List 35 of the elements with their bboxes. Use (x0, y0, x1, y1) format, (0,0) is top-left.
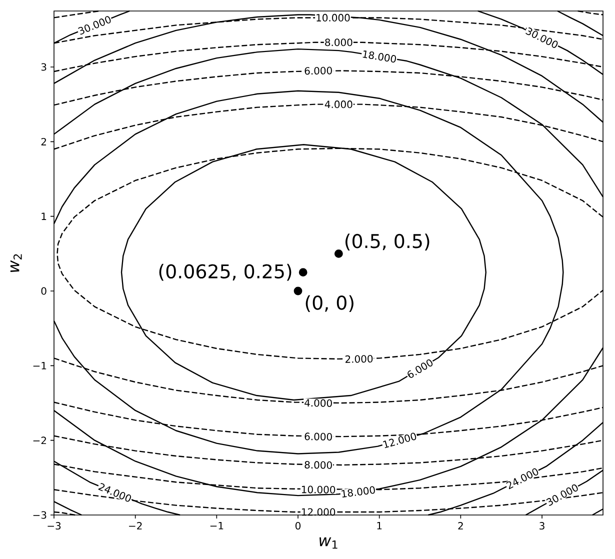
annotation: 4.000 (324, 100, 352, 108)
point (334, 249, 343, 258)
y-tick-label: 2 (41, 138, 46, 146)
annotation: 18.000 (362, 50, 396, 63)
y-tick-label: −2 (33, 436, 46, 444)
annotation: 18.000 (342, 486, 375, 498)
x-tick-label: 1 (377, 522, 382, 530)
y-tick-label: 3 (41, 63, 46, 71)
x-tick-label: 2 (458, 522, 463, 530)
annotation: 6.000 (304, 66, 332, 75)
point (294, 286, 302, 296)
y-tick-label: 1 (42, 212, 46, 220)
annotation: 12.000 (383, 432, 416, 448)
x-tick-label: −2 (129, 522, 142, 530)
y-axis-title: w$_{2}$ (10, 254, 22, 272)
x-tick-label: 3 (540, 522, 544, 530)
annotation: (0.5, 0.5) (345, 234, 430, 250)
x-tick-label: 0 (295, 522, 301, 530)
y-tick-label: 0 (41, 287, 46, 295)
annotation: 10.000 (316, 14, 350, 22)
x-tick-label: −1 (210, 522, 224, 530)
annotation: 2.000 (345, 354, 373, 363)
annotation: 4.000 (304, 399, 332, 407)
annotation: 10.000 (302, 486, 336, 494)
x-axis-title: w$_{1}$ (320, 537, 338, 549)
annotation: 8.000 (304, 461, 332, 469)
x-tick-label: −3 (48, 522, 61, 530)
annotation: (0.0625, 0.25) (159, 264, 292, 281)
y-tick-label: −1 (33, 362, 46, 370)
annotation: (0, 0) (306, 295, 354, 312)
y-tick-label: −3 (33, 511, 46, 519)
annotation: 6.000 (304, 432, 332, 441)
point (298, 268, 308, 277)
annotation: 8.000 (325, 38, 352, 46)
annotation: 12.000 (302, 508, 336, 516)
